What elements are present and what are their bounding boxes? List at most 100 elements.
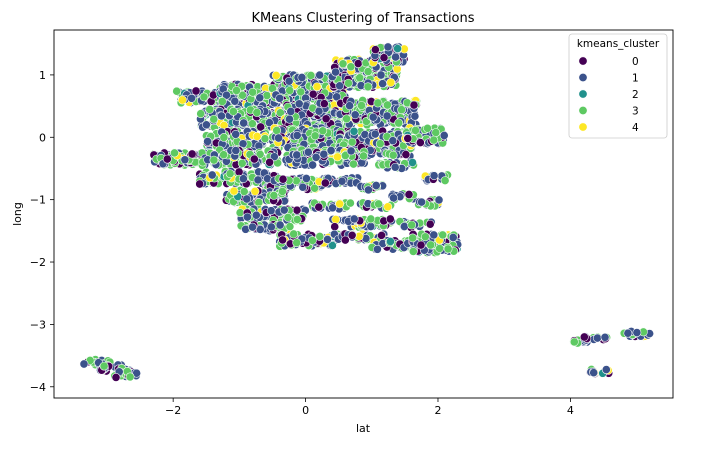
data-point: [443, 244, 453, 254]
data-point: [417, 197, 426, 207]
data-point: [420, 232, 430, 242]
data-point: [180, 155, 190, 165]
data-point: [99, 361, 109, 371]
data-point: [298, 182, 308, 192]
data-point: [312, 82, 322, 92]
data-point: [318, 126, 328, 136]
data-point: [284, 76, 294, 86]
data-point: [231, 146, 241, 155]
data-point: [229, 186, 239, 196]
data-point: [345, 101, 354, 111]
data-point: [205, 105, 215, 114]
data-point: [249, 154, 259, 164]
data-point: [297, 73, 307, 82]
data-point: [319, 99, 329, 109]
data-point: [217, 111, 226, 121]
data-point: [302, 174, 311, 183]
data-point: [600, 332, 610, 342]
legend-title: kmeans_cluster: [577, 38, 660, 50]
data-point: [429, 135, 439, 145]
points-layer: [79, 42, 654, 382]
x-tick-label: −2: [165, 404, 181, 417]
data-point: [589, 368, 599, 378]
data-point: [403, 134, 413, 143]
y-tick-label: −4: [30, 381, 46, 394]
data-point: [346, 62, 356, 72]
data-point: [435, 244, 444, 253]
data-point: [308, 236, 317, 245]
y-axis-label: long: [11, 202, 24, 226]
data-point: [242, 194, 252, 204]
data-point: [374, 199, 383, 209]
data-point: [378, 79, 387, 89]
data-point: [266, 206, 276, 216]
data-point: [391, 52, 400, 62]
data-point: [326, 146, 336, 155]
data-point: [632, 328, 642, 337]
data-point: [337, 176, 347, 186]
data-point: [314, 106, 324, 116]
data-point: [386, 78, 396, 87]
data-point: [162, 154, 172, 164]
data-point: [425, 219, 435, 229]
data-point: [292, 238, 302, 248]
data-point: [370, 129, 380, 139]
legend: kmeans_cluster 0 1 2 3 4: [568, 33, 668, 139]
data-point: [310, 131, 320, 141]
data-point: [219, 133, 229, 142]
y-tick-label: 0: [39, 131, 46, 144]
legend-marker-2: [578, 89, 588, 99]
data-point: [408, 247, 418, 256]
data-point: [394, 118, 404, 128]
data-point: [407, 220, 417, 230]
legend-marker-3: [578, 106, 588, 116]
data-point: [111, 373, 121, 382]
data-point: [292, 215, 302, 224]
data-point: [203, 137, 212, 146]
data-point: [275, 220, 285, 230]
data-point: [410, 111, 420, 121]
data-point: [383, 42, 393, 52]
data-point: [438, 230, 448, 240]
data-point: [248, 222, 257, 232]
data-point: [278, 187, 287, 196]
data-point: [278, 174, 288, 184]
data-point: [202, 120, 211, 130]
data-point: [269, 191, 279, 200]
data-point: [383, 202, 393, 212]
legend-label-3: 3: [632, 106, 639, 118]
data-point: [265, 118, 274, 128]
data-point: [371, 181, 381, 190]
data-point: [231, 129, 241, 139]
data-point: [292, 150, 302, 160]
data-point: [308, 160, 317, 170]
data-point: [448, 233, 458, 242]
data-point: [323, 235, 332, 244]
data-point: [314, 202, 324, 212]
data-point: [196, 109, 206, 119]
data-point: [347, 230, 357, 240]
data-point: [311, 152, 321, 162]
data-point: [357, 101, 366, 110]
data-point: [195, 179, 205, 189]
data-point: [271, 71, 281, 80]
data-point: [340, 235, 350, 245]
data-point: [266, 222, 276, 232]
data-point: [408, 158, 417, 167]
data-point: [209, 114, 219, 124]
data-point: [349, 214, 359, 224]
data-point: [320, 178, 330, 188]
data-point: [289, 229, 299, 239]
data-point: [306, 71, 316, 80]
data-point: [383, 100, 392, 110]
data-point: [217, 97, 227, 106]
data-point: [79, 359, 89, 369]
data-point: [276, 108, 285, 118]
legend-marker-0: [578, 56, 588, 66]
data-point: [303, 147, 313, 157]
y-tick-label: 1: [39, 69, 46, 82]
data-point: [401, 150, 411, 159]
data-point: [416, 240, 426, 250]
data-point: [333, 152, 342, 162]
data-point: [400, 222, 409, 231]
